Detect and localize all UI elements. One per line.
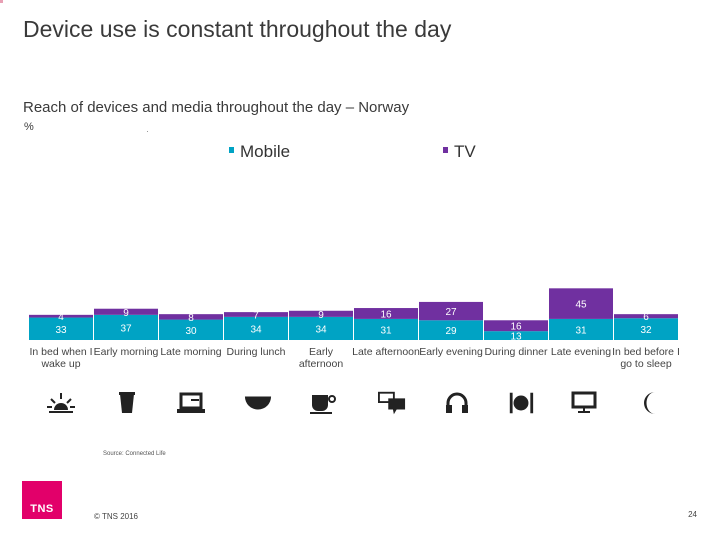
decorative-dot <box>147 131 148 132</box>
data-label-mobile-2: 8 <box>188 313 194 324</box>
copyright: © TNS 2016 <box>94 512 138 521</box>
unit-label: % <box>24 121 34 133</box>
source-note: Source: Connected Life <box>103 451 166 457</box>
tns-logo: TNS <box>22 481 62 519</box>
bar-mobile-8 <box>549 288 613 319</box>
data-label-mobile-3: 7 <box>253 311 259 322</box>
data-label-tv-4: 34 <box>315 324 327 335</box>
bar-tv-7 <box>484 331 548 340</box>
bar-tv-1 <box>94 314 158 340</box>
moon-icon <box>637 390 665 416</box>
category-label-8: Late evening <box>550 346 612 358</box>
monitor-icon <box>570 390 598 416</box>
category-label-1: Early morning <box>93 346 159 358</box>
bar-mobile-4 <box>289 310 353 317</box>
bar-mobile-3 <box>224 312 288 317</box>
category-label-7: During dinner <box>484 346 548 358</box>
data-label-mobile-9: 6 <box>643 312 649 323</box>
coffee-icon <box>310 390 338 416</box>
bar-mobile-0 <box>29 314 93 318</box>
logo-text: TNS <box>30 503 54 515</box>
data-label-mobile-8: 45 <box>575 300 587 311</box>
bar-mobile-5 <box>354 308 418 319</box>
data-label-tv-7: 13 <box>510 332 522 343</box>
bar-tv-4 <box>289 316 353 340</box>
bar-mobile-6 <box>419 301 483 321</box>
bar-tv-6 <box>419 320 483 340</box>
data-label-mobile-5: 16 <box>380 309 392 320</box>
bar-mobile-7 <box>484 320 548 332</box>
category-label-5: Late afternoon <box>352 346 420 358</box>
dinner-icon <box>507 390 535 416</box>
bar-tv-2 <box>159 319 223 340</box>
chart-subtitle: Reach of devices and media throughout th… <box>23 99 410 116</box>
corner-mark <box>0 0 3 3</box>
data-label-mobile-6: 27 <box>445 307 457 318</box>
data-label-mobile-4: 9 <box>318 310 324 321</box>
bar-tv-9 <box>614 318 678 340</box>
bar-tv-0 <box>29 317 93 340</box>
bowl-icon <box>244 390 272 416</box>
category-label-2: Late morning <box>160 346 222 358</box>
legend-item-tv: TV <box>443 142 476 162</box>
category-label-6: Early evening <box>419 346 483 358</box>
data-label-tv-9: 32 <box>640 325 652 336</box>
data-label-mobile-7: 16 <box>510 322 522 333</box>
chat-icon <box>378 390 406 416</box>
page-number: 24 <box>688 510 697 519</box>
category-label-3: During lunch <box>226 346 286 358</box>
page-title: Device use is constant throughout the da… <box>23 16 452 42</box>
data-label-mobile-1: 9 <box>123 308 129 319</box>
sunrise-icon <box>47 390 75 416</box>
data-label-tv-0: 33 <box>55 325 67 336</box>
data-label-mobile-0: 4 <box>58 312 64 323</box>
category-label-0: In bed when I wake up <box>29 346 93 370</box>
bar-tv-5 <box>354 318 418 340</box>
legend-swatch-mobile <box>229 147 234 153</box>
data-label-tv-2: 30 <box>185 326 197 337</box>
legend-item-mobile: Mobile <box>229 142 290 162</box>
bar-mobile-1 <box>94 308 158 315</box>
data-label-tv-6: 29 <box>445 326 457 337</box>
category-label-4: Early afternoon <box>298 346 344 370</box>
category-label-9: In bed before I go to sleep <box>612 346 680 370</box>
legend-label-tv: TV <box>454 142 476 161</box>
data-label-tv-1: 37 <box>120 323 132 334</box>
data-label-tv-5: 31 <box>380 325 392 336</box>
legend-label-mobile: Mobile <box>240 142 291 161</box>
bar-tv-8 <box>549 318 613 340</box>
headphones-icon <box>443 390 471 416</box>
bar-mobile-9 <box>614 314 678 319</box>
bar-tv-3 <box>224 316 288 340</box>
data-label-tv-8: 31 <box>575 325 587 336</box>
data-label-tv-3: 34 <box>250 324 262 335</box>
bar-mobile-2 <box>159 314 223 320</box>
laptop-icon <box>177 390 205 416</box>
legend-swatch-tv <box>443 147 448 153</box>
cup-icon <box>113 390 141 416</box>
